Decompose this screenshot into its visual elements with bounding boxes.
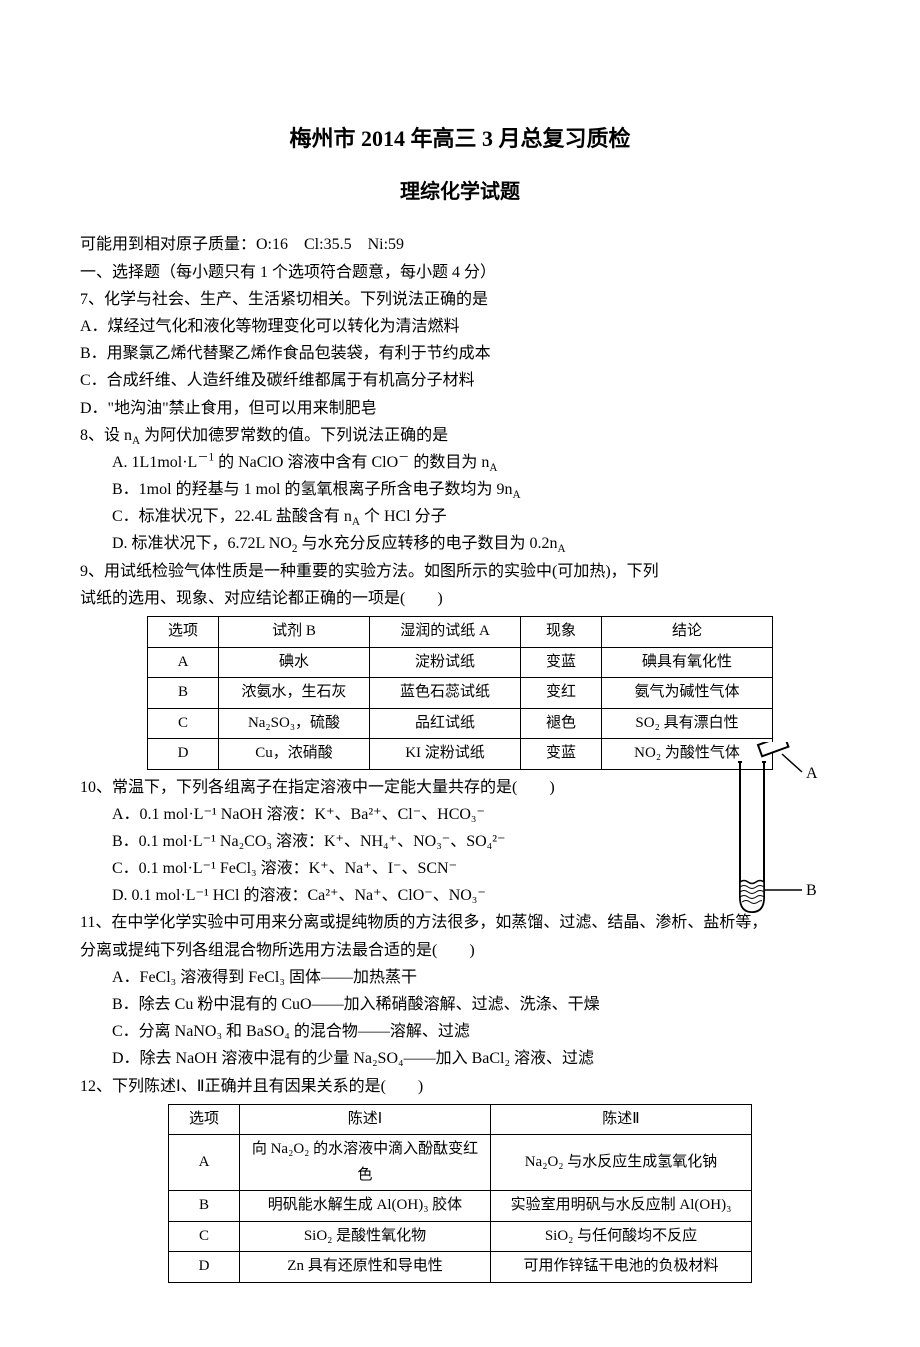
q12-cell: C bbox=[169, 1221, 240, 1252]
q7-option-d: D．"地沟油"禁止食用，但可以用来制肥皂 bbox=[80, 395, 840, 422]
q9-th-0: 选项 bbox=[148, 617, 219, 648]
q12-th-0: 选项 bbox=[169, 1104, 240, 1135]
section-heading: 一、选择题（每小题只有 1 个选项符合题意，每小题 4 分） bbox=[80, 259, 840, 286]
table-row: D Zn 具有还原性和导电性 可用作锌锰干电池的负极材料 bbox=[169, 1252, 752, 1283]
q11-stem-line2: 分离或提纯下列各组混合物所选用方法最合适的是( ) bbox=[80, 937, 840, 964]
table-row: B 浓氨水，生石灰 蓝色石蕊试纸 变红 氨气为碱性气体 bbox=[148, 678, 773, 709]
q8-option-d: D. 标准状况下，6.72L NO2 与水充分反应转移的电子数目为 0.2nA bbox=[80, 530, 840, 557]
q9-cell: KI 淀粉试纸 bbox=[370, 739, 521, 770]
q12-cell: 可用作锌锰干电池的负极材料 bbox=[491, 1252, 752, 1283]
q9-cell: C bbox=[148, 708, 219, 739]
q11-option-b: B．除去 Cu 粉中混有的 CuO——加入稀硝酸溶解、过滤、洗涤、干燥 bbox=[80, 991, 840, 1018]
q9-cell: 变蓝 bbox=[521, 739, 602, 770]
q12-cell: B bbox=[169, 1191, 240, 1222]
q12-cell: 实验室用明矾与水反应制 Al(OH)₃ bbox=[491, 1191, 752, 1222]
q9-cell: 变红 bbox=[521, 678, 602, 709]
q12-th-1: 陈述Ⅰ bbox=[240, 1104, 491, 1135]
q11-option-c: C．分离 NaNO₃ 和 BaSO₄ 的混合物——溶解、过滤 bbox=[80, 1018, 840, 1045]
q9-th-1: 试剂 B bbox=[219, 617, 370, 648]
table-row: C SiO₂ 是酸性氧化物 SiO₂ 与任何酸均不反应 bbox=[169, 1221, 752, 1252]
diagram-label-b: B bbox=[806, 882, 817, 899]
q9-cell: SO₂ 具有漂白性 bbox=[602, 708, 773, 739]
q9-cell: 碘具有氧化性 bbox=[602, 647, 773, 678]
q8-option-c: C．标准状况下，22.4L 盐酸含有 nA 个 HCl 分子 bbox=[80, 503, 840, 530]
q8-option-a: A. 1L1mol·L－1 的 NaClO 溶液中含有 ClO－ 的数目为 nA bbox=[80, 449, 840, 476]
q7-option-b: B．用聚氯乙烯代替聚乙烯作食品包装袋，有利于节约成本 bbox=[80, 340, 840, 367]
table-row: A 碘水 淀粉试纸 变蓝 碘具有氧化性 bbox=[148, 647, 773, 678]
table-header-row: 选项 试剂 B 湿润的试纸 A 现象 结论 bbox=[148, 617, 773, 648]
q11-option-a: A．FeCl₃ 溶液得到 FeCl₃ 固体——加热蒸干 bbox=[80, 964, 840, 991]
q12-cell: SiO₂ 是酸性氧化物 bbox=[240, 1221, 491, 1252]
q7-option-a: A．煤经过气化和液化等物理变化可以转化为清洁燃料 bbox=[80, 313, 840, 340]
q9-cell: 变蓝 bbox=[521, 647, 602, 678]
q12-cell: 向 Na₂O₂ 的水溶液中滴入酚酞变红色 bbox=[240, 1135, 491, 1191]
atomic-masses: 可能用到相对原子质量：O:16 Cl:35.5 Ni:59 bbox=[80, 231, 840, 258]
q9-cell: D bbox=[148, 739, 219, 770]
q7-option-c: C．合成纤维、人造纤维及碳纤维都属于有机高分子材料 bbox=[80, 367, 840, 394]
q9-cell: 浓氨水，生石灰 bbox=[219, 678, 370, 709]
test-tube-diagram: A B bbox=[690, 742, 820, 932]
q9-cell: B bbox=[148, 678, 219, 709]
q12-table: 选项 陈述Ⅰ 陈述Ⅱ A 向 Na₂O₂ 的水溶液中滴入酚酞变红色 Na₂O₂ … bbox=[168, 1104, 752, 1283]
q9-cell: 碘水 bbox=[219, 647, 370, 678]
q12-th-2: 陈述Ⅱ bbox=[491, 1104, 752, 1135]
table-header-row: 选项 陈述Ⅰ 陈述Ⅱ bbox=[169, 1104, 752, 1135]
page-subtitle: 理综化学试题 bbox=[80, 175, 840, 209]
q9-table: 选项 试剂 B 湿润的试纸 A 现象 结论 A 碘水 淀粉试纸 变蓝 碘具有氧化… bbox=[147, 616, 773, 770]
q11-option-d: D．除去 NaOH 溶液中混有的少量 Na₂SO₄——加入 BaCl₂ 溶液、过… bbox=[80, 1045, 840, 1072]
q8-option-b: B．1mol 的羟基与 1 mol 的氢氧根离子所含电子数均为 9nA bbox=[80, 476, 840, 503]
diagram-label-a: A bbox=[806, 765, 818, 782]
q12-cell: 明矾能水解生成 Al(OH)₃ 胶体 bbox=[240, 1191, 491, 1222]
q9-th-2: 湿润的试纸 A bbox=[370, 617, 521, 648]
q9-cell: Cu，浓硝酸 bbox=[219, 739, 370, 770]
q9-stem-line1: 9、用试纸检验气体性质是一种重要的实验方法。如图所示的实验中(可加热)，下列 bbox=[80, 558, 840, 585]
q9-cell: 淀粉试纸 bbox=[370, 647, 521, 678]
table-row: C Na₂SO₃，硫酸 品红试纸 褪色 SO₂ 具有漂白性 bbox=[148, 708, 773, 739]
q9-cell: 蓝色石蕊试纸 bbox=[370, 678, 521, 709]
q9-cell: A bbox=[148, 647, 219, 678]
q12-stem: 12、下列陈述Ⅰ、Ⅱ正确并且有因果关系的是( ) bbox=[80, 1073, 840, 1100]
q9-cell: 褪色 bbox=[521, 708, 602, 739]
q7-stem: 7、化学与社会、生产、生活紧切相关。下列说法正确的是 bbox=[80, 286, 840, 313]
table-row: B 明矾能水解生成 Al(OH)₃ 胶体 实验室用明矾与水反应制 Al(OH)₃ bbox=[169, 1191, 752, 1222]
q12-cell: Na₂O₂ 与水反应生成氢氧化钠 bbox=[491, 1135, 752, 1191]
q9-th-4: 结论 bbox=[602, 617, 773, 648]
page-title: 梅州市 2014 年高三 3 月总复习质检 bbox=[80, 120, 840, 157]
q9-cell: 氨气为碱性气体 bbox=[602, 678, 773, 709]
q12-cell: SiO₂ 与任何酸均不反应 bbox=[491, 1221, 752, 1252]
q12-cell: A bbox=[169, 1135, 240, 1191]
q8-stem: 8、设 nA 为阿伏加德罗常数的值。下列说法正确的是 bbox=[80, 422, 840, 449]
q12-cell: D bbox=[169, 1252, 240, 1283]
q9-cell: 品红试纸 bbox=[370, 708, 521, 739]
q9-cell: Na₂SO₃，硫酸 bbox=[219, 708, 370, 739]
table-row: A 向 Na₂O₂ 的水溶液中滴入酚酞变红色 Na₂O₂ 与水反应生成氢氧化钠 bbox=[169, 1135, 752, 1191]
q9-th-3: 现象 bbox=[521, 617, 602, 648]
q9-stem-line2: 试纸的选用、现象、对应结论都正确的一项是( ) bbox=[80, 585, 840, 612]
q12-cell: Zn 具有还原性和导电性 bbox=[240, 1252, 491, 1283]
table-row: D Cu，浓硝酸 KI 淀粉试纸 变蓝 NO₂ 为酸性气体 bbox=[148, 739, 773, 770]
